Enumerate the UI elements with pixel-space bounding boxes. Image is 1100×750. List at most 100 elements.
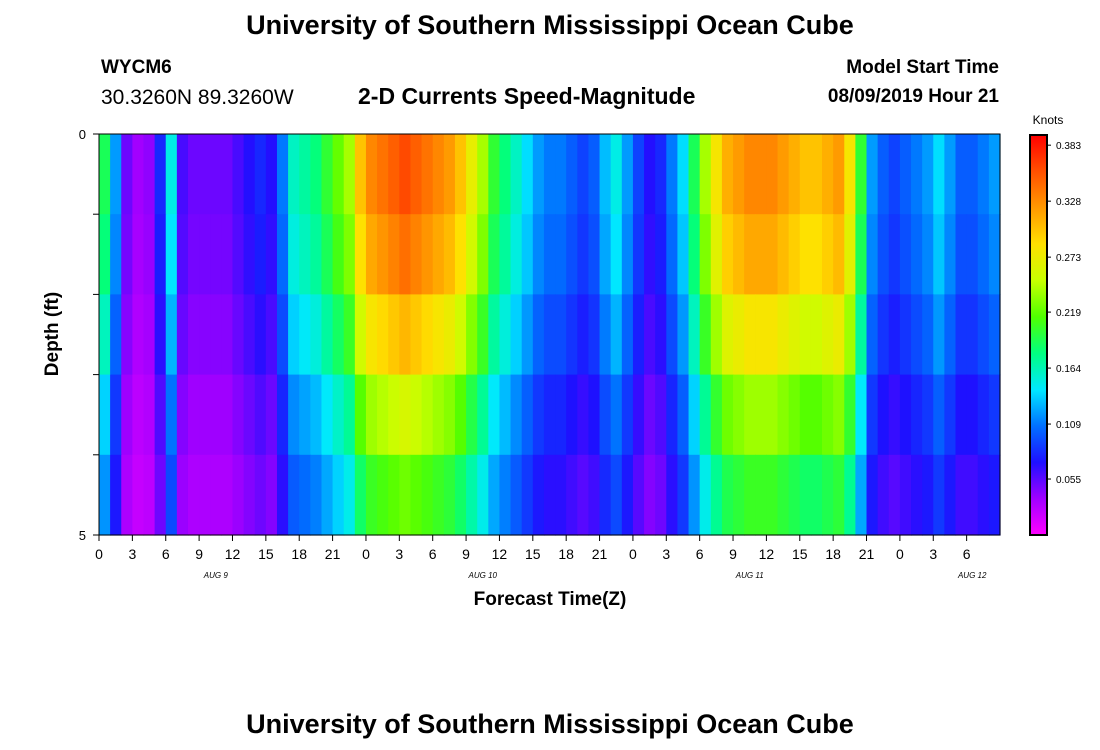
heatmap-cell <box>221 294 234 376</box>
heatmap-cell <box>121 134 133 215</box>
y-tick-label: 5 <box>79 528 86 543</box>
heatmap-cell <box>143 454 156 536</box>
heatmap-cell <box>599 214 612 295</box>
heatmap-cell <box>788 294 801 376</box>
heatmap-cell <box>532 294 545 376</box>
heatmap-cell <box>532 374 545 456</box>
x-tick-label: 15 <box>258 546 274 562</box>
heatmap-cell <box>365 374 378 456</box>
heatmap-cell <box>933 214 945 295</box>
x-tick-label: 0 <box>95 546 103 562</box>
heatmap-cell <box>254 214 267 295</box>
heatmap-cell <box>399 454 412 536</box>
heatmap-cell <box>966 374 979 456</box>
heatmap-cell <box>432 294 445 376</box>
heatmap-cell <box>521 454 534 536</box>
heatmap-cell <box>744 294 756 376</box>
heatmap-cell <box>343 454 356 536</box>
heatmap-cell <box>488 294 501 376</box>
heatmap-cell <box>454 214 467 295</box>
heatmap-cell <box>799 294 812 376</box>
heatmap-cell <box>499 134 512 215</box>
heatmap-cell <box>332 374 345 456</box>
heatmap-cell <box>588 214 601 295</box>
colorbar-tick-label: 0.383 <box>1056 141 1081 152</box>
heatmap-cell <box>699 374 712 456</box>
heatmap-cell <box>132 214 145 295</box>
heatmap-cells <box>99 134 1001 536</box>
heatmap-cell <box>454 374 467 456</box>
heatmap-cell <box>421 214 434 295</box>
heatmap-cell <box>332 134 345 215</box>
heatmap-cell <box>521 134 534 215</box>
heatmap-cell <box>143 374 156 456</box>
heatmap-cell <box>666 454 679 536</box>
heatmap-cell <box>788 134 801 215</box>
heatmap-cell <box>176 214 189 295</box>
heatmap-cell <box>977 294 990 376</box>
heatmap-cell <box>521 374 534 456</box>
heatmap-cell <box>310 134 323 215</box>
heatmap-cell <box>721 294 734 376</box>
heatmap-cell <box>187 294 200 376</box>
heatmap-cell <box>510 214 523 295</box>
heatmap-cell <box>721 454 734 536</box>
heatmap-cell <box>944 454 957 536</box>
heatmap-cell <box>199 454 211 536</box>
heatmap-cell <box>132 454 145 536</box>
heatmap-cell <box>276 134 289 215</box>
heatmap-cell <box>899 294 912 376</box>
heatmap-cell <box>454 454 467 536</box>
heatmap-cell <box>822 374 834 456</box>
heatmap-cell <box>421 294 434 376</box>
heatmap-cell <box>621 374 634 456</box>
station-id: WYCM6 <box>101 57 172 78</box>
x-tick-label: 3 <box>395 546 403 562</box>
heatmap-cell <box>833 454 845 536</box>
heatmap-cell <box>410 134 423 215</box>
heatmap-cell <box>321 134 334 215</box>
heatmap-cell <box>276 294 289 376</box>
colorbar-tick-label: 0.164 <box>1056 364 1081 375</box>
heatmap-cell <box>933 294 945 376</box>
heatmap-cell <box>187 454 200 536</box>
heatmap-cell <box>265 134 278 215</box>
heatmap-cell <box>555 134 567 215</box>
heatmap-cell <box>988 374 1001 456</box>
heatmap-cell <box>221 134 234 215</box>
heatmap-cell <box>710 374 723 456</box>
heatmap-cell <box>977 134 990 215</box>
heatmap-cell <box>421 134 434 215</box>
heatmap-cell <box>922 294 934 376</box>
heatmap-cell <box>232 134 245 215</box>
heatmap-cell <box>588 134 601 215</box>
heatmap-cell <box>354 214 367 295</box>
heatmap-cell <box>321 374 334 456</box>
heatmap-cell <box>110 374 122 456</box>
heatmap-cell <box>310 294 323 376</box>
heatmap-cell <box>788 214 801 295</box>
heatmap-cell <box>577 454 590 536</box>
heatmap-cell <box>199 134 211 215</box>
heatmap-cell <box>666 214 679 295</box>
heatmap-cell <box>477 134 489 215</box>
heatmap-cell <box>644 374 656 456</box>
heatmap-cell <box>410 454 423 536</box>
x-axis-title: Forecast Time(Z) <box>474 589 627 610</box>
heatmap-cell <box>588 374 601 456</box>
heatmap-cell <box>521 294 534 376</box>
x-tick-label: 15 <box>525 546 541 562</box>
heatmap-cell <box>955 294 968 376</box>
heatmap-cell <box>332 454 345 536</box>
heatmap-cell <box>755 454 767 536</box>
heatmap-cell <box>466 294 478 376</box>
heatmap-cell <box>199 294 211 376</box>
x-tick-label: 21 <box>859 546 875 562</box>
heatmap-cell <box>610 294 623 376</box>
heatmap-cell <box>365 454 378 536</box>
heatmap-cell <box>710 454 723 536</box>
heatmap-cell <box>677 214 690 295</box>
heatmap-cell <box>877 134 890 215</box>
x-tick-label: 21 <box>325 546 341 562</box>
heatmap-cell <box>243 294 256 376</box>
